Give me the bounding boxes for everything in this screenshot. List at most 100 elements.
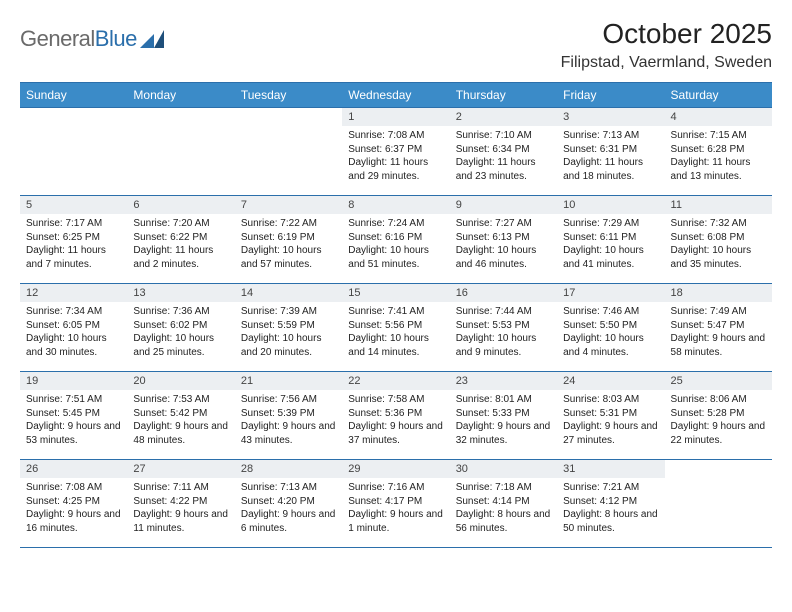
day-body: Sunrise: 7:58 AMSunset: 5:36 PMDaylight:… [342,390,449,451]
calendar-day-cell: 8Sunrise: 7:24 AMSunset: 6:16 PMDaylight… [342,196,449,284]
calendar-day-cell: 7Sunrise: 7:22 AMSunset: 6:19 PMDaylight… [235,196,342,284]
weekday-header: Monday [127,83,234,108]
sunset-text: Sunset: 6:11 PM [563,231,658,245]
sunrise-text: Sunrise: 7:17 AM [26,217,121,231]
day-body: Sunrise: 7:17 AMSunset: 6:25 PMDaylight:… [20,214,127,275]
sunset-text: Sunset: 5:36 PM [348,407,443,421]
sunrise-text: Sunrise: 7:08 AM [348,129,443,143]
calendar-day-cell [665,460,772,548]
sunrise-text: Sunrise: 7:15 AM [671,129,766,143]
sunset-text: Sunset: 6:02 PM [133,319,228,333]
sunset-text: Sunset: 6:25 PM [26,231,121,245]
logo-text-general: General [20,26,95,51]
sunrise-text: Sunrise: 7:36 AM [133,305,228,319]
header: GeneralBlue October 2025 Filipstad, Vaer… [20,18,772,72]
sunset-text: Sunset: 4:17 PM [348,495,443,509]
calendar-day-cell: 22Sunrise: 7:58 AMSunset: 5:36 PMDayligh… [342,372,449,460]
daylight-text: Daylight: 9 hours and 27 minutes. [563,420,658,447]
daylight-text: Daylight: 9 hours and 37 minutes. [348,420,443,447]
daylight-text: Daylight: 9 hours and 58 minutes. [671,332,766,359]
daylight-text: Daylight: 8 hours and 56 minutes. [456,508,551,535]
daylight-text: Daylight: 10 hours and 14 minutes. [348,332,443,359]
sunrise-text: Sunrise: 7:22 AM [241,217,336,231]
calendar-day-cell: 1Sunrise: 7:08 AMSunset: 6:37 PMDaylight… [342,108,449,196]
page-title: October 2025 [561,18,772,50]
day-number: 13 [127,284,234,302]
calendar-day-cell: 9Sunrise: 7:27 AMSunset: 6:13 PMDaylight… [450,196,557,284]
day-number: 14 [235,284,342,302]
daylight-text: Daylight: 11 hours and 13 minutes. [671,156,766,183]
daylight-text: Daylight: 10 hours and 35 minutes. [671,244,766,271]
day-number: 3 [557,108,664,126]
sunset-text: Sunset: 5:47 PM [671,319,766,333]
day-number: 15 [342,284,449,302]
day-number: 9 [450,196,557,214]
day-body: Sunrise: 7:20 AMSunset: 6:22 PMDaylight:… [127,214,234,275]
day-number: 17 [557,284,664,302]
daylight-text: Daylight: 9 hours and 11 minutes. [133,508,228,535]
day-body: Sunrise: 7:15 AMSunset: 6:28 PMDaylight:… [665,126,772,187]
sunset-text: Sunset: 5:31 PM [563,407,658,421]
day-body: Sunrise: 7:13 AMSunset: 6:31 PMDaylight:… [557,126,664,187]
sunrise-text: Sunrise: 7:21 AM [563,481,658,495]
day-body: Sunrise: 7:41 AMSunset: 5:56 PMDaylight:… [342,302,449,363]
sunset-text: Sunset: 4:12 PM [563,495,658,509]
calendar-day-cell: 25Sunrise: 8:06 AMSunset: 5:28 PMDayligh… [665,372,772,460]
day-body: Sunrise: 8:01 AMSunset: 5:33 PMDaylight:… [450,390,557,451]
sunset-text: Sunset: 6:31 PM [563,143,658,157]
sunrise-text: Sunrise: 7:44 AM [456,305,551,319]
day-body: Sunrise: 7:08 AMSunset: 6:37 PMDaylight:… [342,126,449,187]
day-body: Sunrise: 7:21 AMSunset: 4:12 PMDaylight:… [557,478,664,539]
day-number: 10 [557,196,664,214]
day-body: Sunrise: 7:13 AMSunset: 4:20 PMDaylight:… [235,478,342,539]
daylight-text: Daylight: 9 hours and 22 minutes. [671,420,766,447]
calendar-day-cell: 30Sunrise: 7:18 AMSunset: 4:14 PMDayligh… [450,460,557,548]
day-number: 30 [450,460,557,478]
sunrise-text: Sunrise: 7:41 AM [348,305,443,319]
sunset-text: Sunset: 5:53 PM [456,319,551,333]
weekday-header: Wednesday [342,83,449,108]
day-body: Sunrise: 7:46 AMSunset: 5:50 PMDaylight:… [557,302,664,363]
day-number: 20 [127,372,234,390]
sunset-text: Sunset: 5:42 PM [133,407,228,421]
daylight-text: Daylight: 9 hours and 6 minutes. [241,508,336,535]
calendar-day-cell: 17Sunrise: 7:46 AMSunset: 5:50 PMDayligh… [557,284,664,372]
day-number: 25 [665,372,772,390]
calendar-week-row: 5Sunrise: 7:17 AMSunset: 6:25 PMDaylight… [20,196,772,284]
day-number: 8 [342,196,449,214]
day-body: Sunrise: 7:08 AMSunset: 4:25 PMDaylight:… [20,478,127,539]
sunrise-text: Sunrise: 7:13 AM [563,129,658,143]
logo: GeneralBlue [20,26,164,52]
daylight-text: Daylight: 10 hours and 4 minutes. [563,332,658,359]
sunrise-text: Sunrise: 7:10 AM [456,129,551,143]
day-body: Sunrise: 7:51 AMSunset: 5:45 PMDaylight:… [20,390,127,451]
calendar-day-cell: 23Sunrise: 8:01 AMSunset: 5:33 PMDayligh… [450,372,557,460]
calendar-day-cell: 26Sunrise: 7:08 AMSunset: 4:25 PMDayligh… [20,460,127,548]
day-body: Sunrise: 7:34 AMSunset: 6:05 PMDaylight:… [20,302,127,363]
sunrise-text: Sunrise: 7:20 AM [133,217,228,231]
calendar-week-row: 26Sunrise: 7:08 AMSunset: 4:25 PMDayligh… [20,460,772,548]
day-number: 18 [665,284,772,302]
daylight-text: Daylight: 11 hours and 23 minutes. [456,156,551,183]
day-number: 7 [235,196,342,214]
sunrise-text: Sunrise: 7:51 AM [26,393,121,407]
sunset-text: Sunset: 5:28 PM [671,407,766,421]
day-number: 4 [665,108,772,126]
daylight-text: Daylight: 10 hours and 20 minutes. [241,332,336,359]
daylight-text: Daylight: 9 hours and 48 minutes. [133,420,228,447]
calendar-day-cell: 4Sunrise: 7:15 AMSunset: 6:28 PMDaylight… [665,108,772,196]
calendar-day-cell: 3Sunrise: 7:13 AMSunset: 6:31 PMDaylight… [557,108,664,196]
day-number: 29 [342,460,449,478]
calendar-day-cell: 12Sunrise: 7:34 AMSunset: 6:05 PMDayligh… [20,284,127,372]
calendar-day-cell: 31Sunrise: 7:21 AMSunset: 4:12 PMDayligh… [557,460,664,548]
daylight-text: Daylight: 10 hours and 41 minutes. [563,244,658,271]
day-number: 12 [20,284,127,302]
sunrise-text: Sunrise: 7:13 AM [241,481,336,495]
location-title: Filipstad, Vaermland, Sweden [561,54,772,72]
sunset-text: Sunset: 6:22 PM [133,231,228,245]
day-number: 16 [450,284,557,302]
sunset-text: Sunset: 5:50 PM [563,319,658,333]
sunset-text: Sunset: 5:59 PM [241,319,336,333]
daylight-text: Daylight: 11 hours and 7 minutes. [26,244,121,271]
sunset-text: Sunset: 6:05 PM [26,319,121,333]
